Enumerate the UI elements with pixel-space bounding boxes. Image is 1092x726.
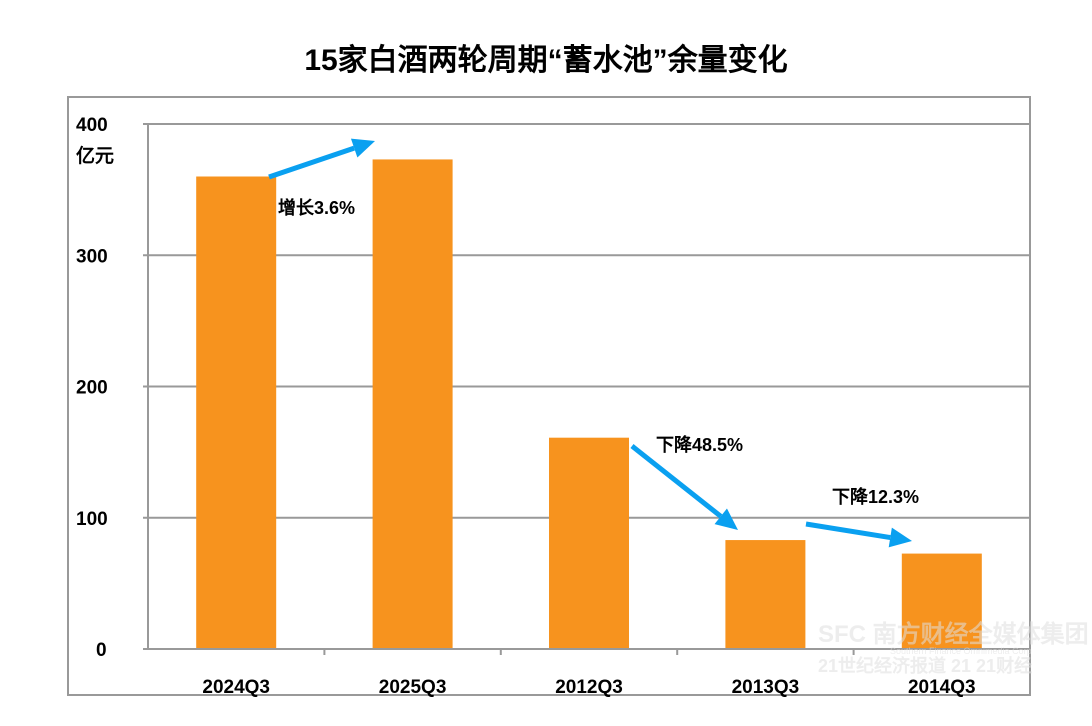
annotation-label: 增长3.6%: [278, 197, 355, 218]
y-unit-label: 亿元: [76, 144, 114, 167]
x-tick-label: 2025Q3: [379, 677, 447, 698]
y-tick-label: 300: [76, 246, 108, 267]
arrow-2012Q3-2013Q3-head: [714, 508, 738, 530]
arrow-2013Q3-2014Q3-head: [888, 527, 912, 548]
bar-2025Q3: [372, 159, 453, 649]
chart-title: 15家白酒两轮周期“蓄水池”余量变化: [304, 43, 787, 77]
arrow-2013Q3-2014Q3: [805, 521, 891, 540]
arrow-2024Q3-2025Q3-head: [350, 138, 375, 158]
x-tick-label: 2012Q3: [555, 677, 623, 698]
y-tick-label: 400: [76, 115, 108, 136]
y-tick-label: 200: [76, 378, 108, 399]
x-tick-label: 2024Q3: [202, 677, 270, 698]
y-tick-label: 100: [76, 509, 108, 530]
bar-2014Q3: [901, 553, 982, 649]
watermark-line3: 21世纪经济报道 21 21财经: [818, 655, 1032, 676]
annotation-label: 下降12.3%: [832, 486, 919, 507]
y-tick-label: 0: [96, 640, 107, 661]
watermark-line1: SFC 南方财经全媒体集团: [818, 620, 1089, 648]
x-tick-label: 2013Q3: [732, 677, 800, 698]
arrow-2024Q3-2025Q3: [268, 145, 355, 180]
bar-2024Q3: [196, 176, 277, 649]
watermark: SFC 南方财经全媒体集团 Southern Finance Omnimedia…: [818, 620, 1089, 676]
watermark-line2: Southern Finance Omnimedia Corp: [890, 646, 1032, 656]
chart-border: [67, 96, 1031, 696]
x-tick-label: 2014Q3: [908, 677, 976, 698]
bar-2013Q3: [725, 540, 806, 649]
bar-2012Q3: [549, 437, 629, 649]
annotation-label: 下降48.5%: [656, 434, 743, 455]
arrow-2012Q3-2013Q3: [630, 444, 723, 519]
